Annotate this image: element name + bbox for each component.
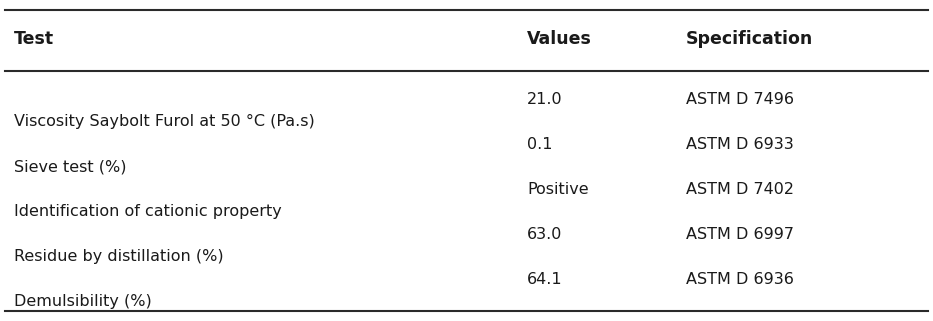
Text: ASTM D 6933: ASTM D 6933 <box>686 137 793 152</box>
Text: Test: Test <box>14 30 54 48</box>
Text: Demulsibility (%): Demulsibility (%) <box>14 294 152 309</box>
Text: ASTM D 6997: ASTM D 6997 <box>686 227 794 242</box>
Text: 21.0: 21.0 <box>527 92 563 107</box>
Text: 64.1: 64.1 <box>527 272 563 287</box>
Text: ASTM D 7496: ASTM D 7496 <box>686 92 794 107</box>
Text: Specification: Specification <box>686 30 813 48</box>
Text: 63.0: 63.0 <box>527 227 563 242</box>
Text: Residue by distillation (%): Residue by distillation (%) <box>14 249 224 264</box>
Text: Values: Values <box>527 30 592 48</box>
Text: 0.1: 0.1 <box>527 137 552 152</box>
Text: ASTM D 7402: ASTM D 7402 <box>686 182 794 197</box>
Text: Viscosity Saybolt Furol at 50 °C (Pa.s): Viscosity Saybolt Furol at 50 °C (Pa.s) <box>14 115 314 129</box>
Text: Sieve test (%): Sieve test (%) <box>14 160 127 174</box>
Text: ASTM D 6936: ASTM D 6936 <box>686 272 794 287</box>
Text: Identification of cationic property: Identification of cationic property <box>14 204 282 219</box>
Text: Positive: Positive <box>527 182 589 197</box>
